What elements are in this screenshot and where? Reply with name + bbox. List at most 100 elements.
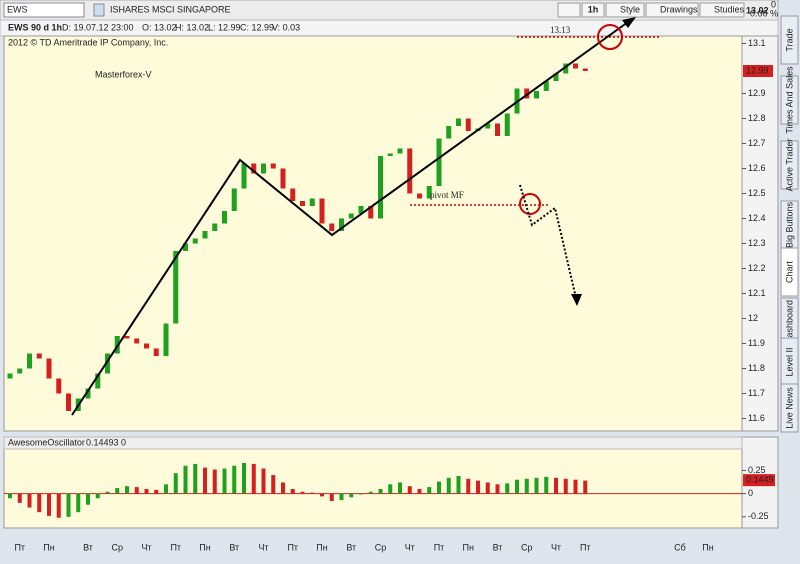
toolbar-button[interactable] xyxy=(645,2,699,18)
osc-bar xyxy=(290,488,295,494)
info-date: D: 19.07.12 23:00 xyxy=(62,22,134,32)
osc-bar xyxy=(8,493,12,499)
x-tick-label: Ср xyxy=(111,542,123,552)
candle-body xyxy=(173,251,179,324)
osc-bar xyxy=(544,476,549,494)
x-tick-label: Пн xyxy=(43,542,54,552)
candle-body xyxy=(270,163,276,169)
drawings xyxy=(71,17,660,416)
osc-bar xyxy=(515,479,519,494)
candle-body xyxy=(417,193,422,199)
osc-bar xyxy=(495,484,500,494)
x-tick-label: Вт xyxy=(346,542,356,552)
x-tick-label: Чт xyxy=(141,542,151,552)
candle-body xyxy=(183,243,188,251)
candle-body xyxy=(56,378,62,394)
side-tab[interactable] xyxy=(780,140,799,190)
candle-body xyxy=(290,188,296,201)
side-tab[interactable] xyxy=(780,383,799,433)
y-tick-label: 11.6 xyxy=(748,413,765,423)
x-tick-label: Чт xyxy=(551,542,561,552)
candle-body xyxy=(202,231,208,239)
annotation: pivot MF xyxy=(430,190,464,200)
osc-bar xyxy=(339,493,344,501)
osc-bar xyxy=(95,493,100,499)
x-tick-label: Пт xyxy=(170,542,181,552)
candle-body xyxy=(319,198,325,224)
side-tab-label: Chart xyxy=(784,261,794,284)
osc-bar xyxy=(310,492,315,494)
icon[interactable] xyxy=(557,2,581,18)
side-tab-label: Live News xyxy=(784,387,794,429)
interval-btn[interactable] xyxy=(581,2,605,18)
y-tick-label: 12.1 xyxy=(748,288,766,298)
y-tick-label: 13.1 xyxy=(748,38,766,48)
osc-title: AwesomeOscillator xyxy=(8,437,85,447)
x-tick-label: Вт xyxy=(229,542,239,552)
candle-body xyxy=(251,163,257,174)
osc-bar xyxy=(407,486,412,494)
toolbar-button[interactable] xyxy=(699,2,745,18)
candle-body xyxy=(192,238,198,244)
candle-body xyxy=(231,188,237,211)
osc-bar xyxy=(203,467,207,494)
side-tab[interactable] xyxy=(780,75,799,125)
osc-bar xyxy=(485,482,490,494)
y-tick-label: 0 xyxy=(748,488,753,498)
osc-bar xyxy=(563,478,568,494)
candle-body xyxy=(163,323,169,356)
description: ISHARES MSCI SINGAPORE xyxy=(110,4,231,14)
side-tab[interactable] xyxy=(780,15,799,65)
y-tick-label: 12.6 xyxy=(748,163,766,173)
toolbar-button[interactable] xyxy=(605,2,645,18)
osc-bar xyxy=(427,487,432,494)
candle-body xyxy=(582,68,588,71)
button-label: Drawings xyxy=(660,4,698,14)
osc-bar xyxy=(66,493,71,517)
osc-bar xyxy=(17,493,22,503)
candle-body xyxy=(553,73,559,81)
y-tick-label: 12.2 xyxy=(748,263,766,273)
osc-bar xyxy=(437,481,441,494)
candle-body xyxy=(241,163,247,189)
candle-body xyxy=(563,63,569,74)
candle-body xyxy=(222,211,227,224)
candle-body xyxy=(144,343,149,349)
last-price: 13.02 xyxy=(746,5,769,15)
candle-body xyxy=(495,123,500,136)
candle-body xyxy=(339,218,344,231)
osc-bar xyxy=(368,491,373,494)
button-label: Studies xyxy=(714,4,745,14)
x-tick-label: Пн xyxy=(316,542,327,552)
candle-body xyxy=(46,358,52,379)
info-title: EWS 90 d 1h xyxy=(8,22,62,32)
icon[interactable] xyxy=(93,3,105,17)
osc-bar xyxy=(173,473,178,494)
candle-body xyxy=(485,123,491,129)
candle-body xyxy=(212,223,218,231)
y-tick-label: 11.9 xyxy=(748,338,765,348)
x-tick-label: Чт xyxy=(258,542,268,552)
candle-body xyxy=(436,138,442,186)
forecast-line xyxy=(519,184,577,299)
candle-body xyxy=(7,373,13,379)
osc-bar xyxy=(456,475,461,494)
osc-bar xyxy=(524,478,529,494)
candle-body xyxy=(368,206,374,219)
interval: 1h xyxy=(588,4,599,14)
side-tab[interactable] xyxy=(780,247,799,297)
y-tick-label: 12.7 xyxy=(748,138,766,148)
side-tab-label: Active Trader xyxy=(784,138,794,191)
x-tick-label: Ср xyxy=(375,542,387,552)
osc-bar xyxy=(359,493,363,495)
osc-bar xyxy=(212,469,217,494)
candle-body xyxy=(534,91,539,99)
symbol-input[interactable] xyxy=(3,2,85,18)
candle-body xyxy=(397,148,403,154)
osc-bar xyxy=(554,477,558,494)
osc-bar xyxy=(583,480,588,494)
copyright: 2012 © TD Ameritrade IP Company, Inc. xyxy=(8,37,168,47)
price-tag-label: 12.99 xyxy=(746,65,769,75)
osc-bar xyxy=(476,480,480,494)
